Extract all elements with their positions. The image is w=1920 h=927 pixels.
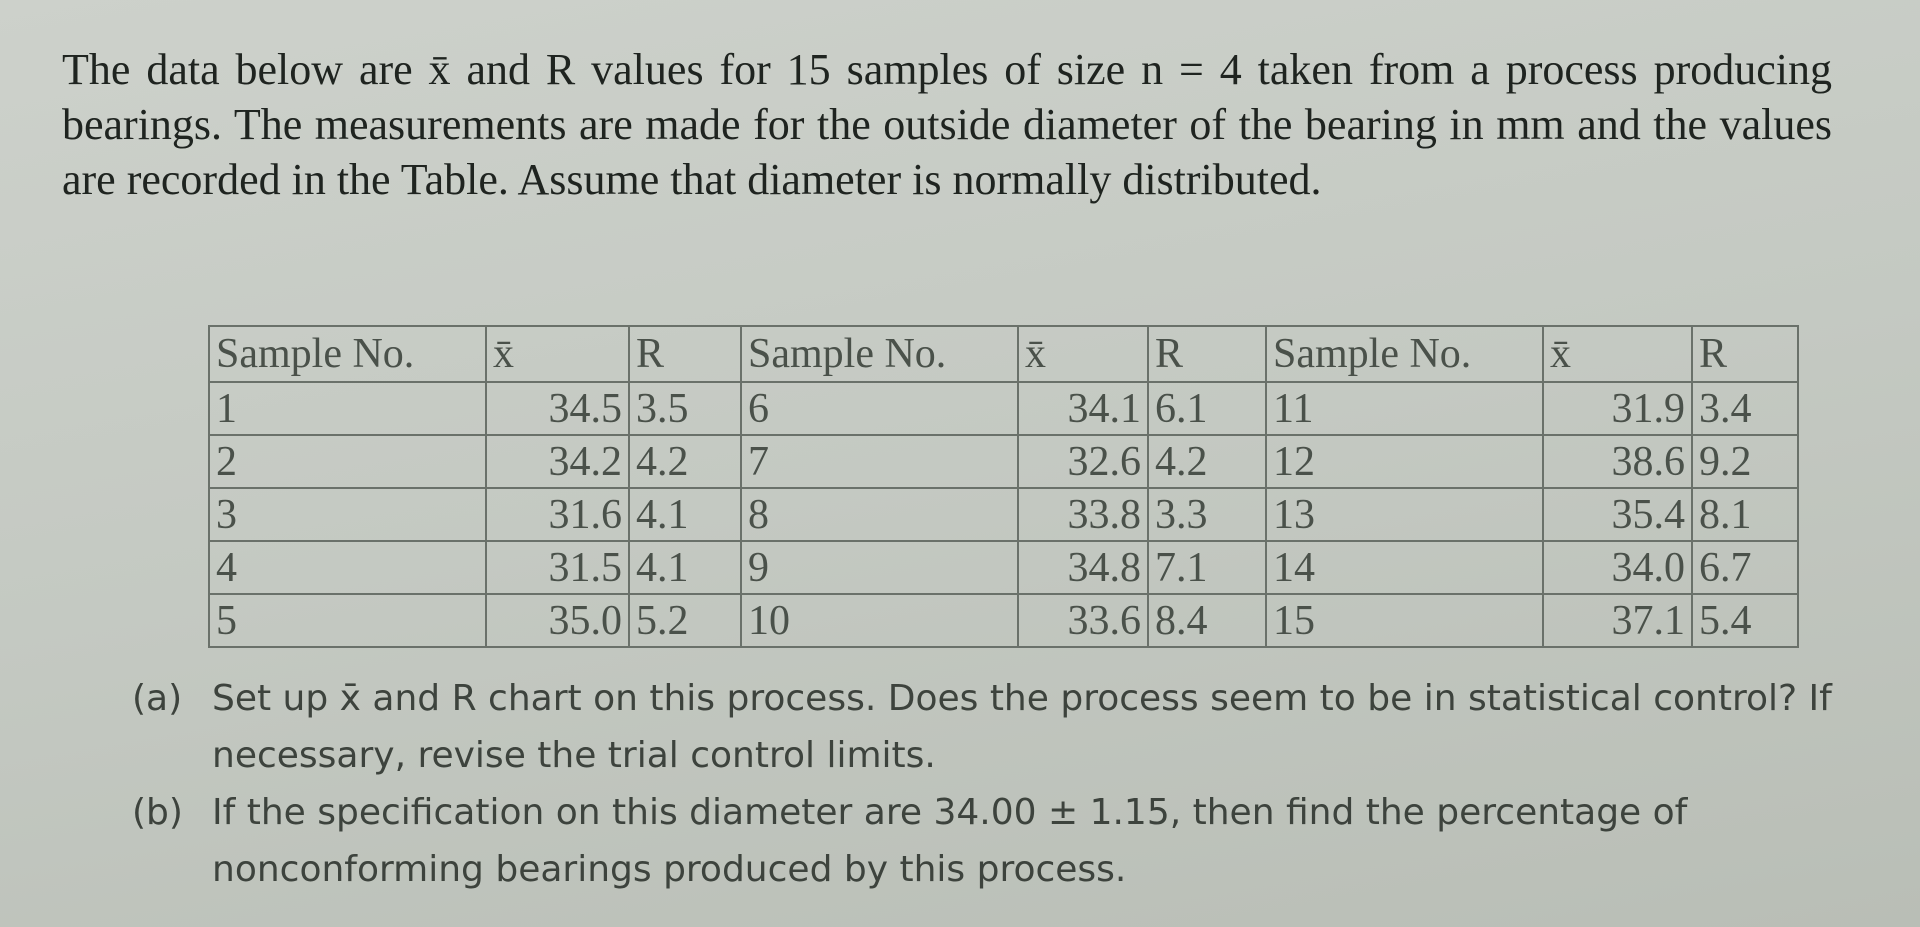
question-text: If the specification on this diameter ar… xyxy=(212,792,1688,890)
table-cell: 3.4 xyxy=(1691,381,1799,436)
table-cell: 33.8 xyxy=(1017,487,1149,542)
table-cell: 2 xyxy=(208,434,487,489)
table-cell: 5.2 xyxy=(628,593,742,648)
table-cell: 33.6 xyxy=(1017,593,1149,648)
table-cell: 3.5 xyxy=(628,381,742,436)
table-cell: 34.0 xyxy=(1542,540,1693,595)
header-cell: Sample No. xyxy=(208,325,487,383)
table-cell: 34.2 xyxy=(485,434,630,489)
question-label: (a) xyxy=(132,678,183,719)
table-cell: 6.1 xyxy=(1147,381,1267,436)
header-cell: Sample No. xyxy=(740,325,1019,383)
table-cell: 5.4 xyxy=(1691,593,1799,648)
table-cell: 4.1 xyxy=(628,487,742,542)
header-cell: R xyxy=(1691,325,1799,383)
table-cell: 12 xyxy=(1265,434,1544,489)
table-cell: 4.2 xyxy=(628,434,742,489)
table-cell: 31.5 xyxy=(485,540,630,595)
table-cell: 6 xyxy=(740,381,1019,436)
table-cell: 13 xyxy=(1265,487,1544,542)
questions: (a) Set up x̄ and R chart on this process… xyxy=(132,670,1832,898)
header-cell: x̄ xyxy=(485,325,630,383)
table-cell: 35.4 xyxy=(1542,487,1693,542)
table-row: 5 35.0 5.2 10 33.6 8.4 15 37.1 5.4 xyxy=(208,593,1799,648)
table-cell: 37.1 xyxy=(1542,593,1693,648)
data-table: Sample No. x̄ R Sample No. x̄ R Sample No. x̄ R 1… xyxy=(208,325,1799,648)
table-cell: 3.3 xyxy=(1147,487,1267,542)
question: (a) Set up x̄ and R chart on this process… xyxy=(132,670,1832,784)
header-cell: R xyxy=(628,325,742,383)
table-cell: 3 xyxy=(208,487,487,542)
question-label: (b) xyxy=(132,792,183,833)
table-cell: 10 xyxy=(740,593,1019,648)
table-row: 3 31.6 4.1 8 33.8 3.3 13 35.4 8.1 xyxy=(208,487,1799,542)
table-cell: 6.7 xyxy=(1691,540,1799,595)
table-cell: 7 xyxy=(740,434,1019,489)
table-cell: 9 xyxy=(740,540,1019,595)
table-cell: 31.9 xyxy=(1542,381,1693,436)
table-cell: 4.1 xyxy=(628,540,742,595)
header-row: Sample No. x̄ R Sample No. x̄ R Sample No. x̄ R xyxy=(208,325,1799,383)
header-cell: R xyxy=(1147,325,1267,383)
table-row: 4 31.5 4.1 9 34.8 7.1 14 34.0 6.7 xyxy=(208,540,1799,595)
table-cell: 14 xyxy=(1265,540,1544,595)
table-row: 1 34.5 3.5 6 34.1 6.1 11 31.9 3.4 xyxy=(208,381,1799,436)
table-cell: 5 xyxy=(208,593,487,648)
table-cell: 15 xyxy=(1265,593,1544,648)
header-cell: x̄ xyxy=(1542,325,1693,383)
table-cell: 31.6 xyxy=(485,487,630,542)
table-cell: 34.5 xyxy=(485,381,630,436)
table-cell: 35.0 xyxy=(485,593,630,648)
table-row: 2 34.2 4.2 7 32.6 4.2 12 38.6 9.2 xyxy=(208,434,1799,489)
question-text: Set up x̄ and R chart on this process. D… xyxy=(212,678,1832,776)
table-cell: 4 xyxy=(208,540,487,595)
intro-text: The data below are x̄ and R values for 1… xyxy=(62,45,1832,204)
table-cell: 4.2 xyxy=(1147,434,1267,489)
table-cell: 7.1 xyxy=(1147,540,1267,595)
table-cell: 32.6 xyxy=(1017,434,1149,489)
table-cell: 8.1 xyxy=(1691,487,1799,542)
table-cell: 34.1 xyxy=(1017,381,1149,436)
table-cell: 8.4 xyxy=(1147,593,1267,648)
question: (b) If the specification on this diameter… xyxy=(132,784,1832,898)
table-cell: 9.2 xyxy=(1691,434,1799,489)
table-cell: 38.6 xyxy=(1542,434,1693,489)
table-cell: 8 xyxy=(740,487,1019,542)
table-cell: 11 xyxy=(1265,381,1544,436)
table-cell: 1 xyxy=(208,381,487,436)
header-cell: Sample No. xyxy=(1265,325,1544,383)
header-cell: x̄ xyxy=(1017,325,1149,383)
table-cell: 34.8 xyxy=(1017,540,1149,595)
